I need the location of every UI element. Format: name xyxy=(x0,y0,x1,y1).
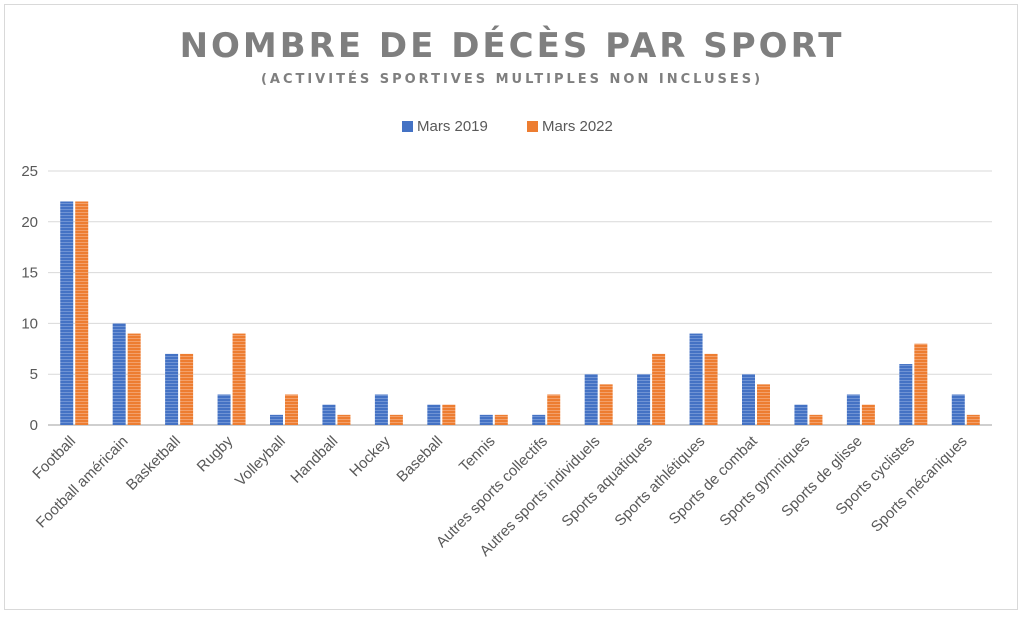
bar-mars-2022 xyxy=(389,414,403,425)
legend-swatch xyxy=(402,121,413,132)
x-tick-label: Basketball xyxy=(123,433,184,494)
x-tick-label: Football américain xyxy=(33,433,132,532)
chart-title: NOMBRE DE DÉCÈS PAR SPORT xyxy=(179,26,845,66)
bar-mars-2019 xyxy=(374,394,388,425)
legend: Mars 2019 Mars 2022 xyxy=(402,118,613,135)
x-tick-label: Sports de combat xyxy=(666,432,762,528)
bar-mars-2019 xyxy=(637,374,651,425)
bar-mars-2022 xyxy=(966,414,980,425)
bar-mars-2019 xyxy=(322,404,336,425)
bar-mars-2019 xyxy=(532,414,546,425)
bar-mars-2022 xyxy=(652,353,666,425)
gridlines xyxy=(48,170,992,426)
bar-mars-2022 xyxy=(861,404,875,425)
y-tick-label: 5 xyxy=(30,366,38,383)
bar-mars-2019 xyxy=(479,414,493,425)
bar-mars-2022 xyxy=(180,353,194,425)
y-tick-label: 0 xyxy=(30,417,38,434)
x-tick-label: Football xyxy=(29,433,79,483)
chart-subtitle: (ACTIVITÉS SPORTIVES MULTIPLES NON INCLU… xyxy=(260,72,764,87)
x-tick-label: Handball xyxy=(287,433,341,487)
bar-mars-2022 xyxy=(547,394,561,425)
x-tick-label: Rugby xyxy=(194,432,237,475)
bar-mars-2019 xyxy=(794,404,808,425)
bar-mars-2019 xyxy=(846,394,860,425)
x-tick-label: Sports athlétiques xyxy=(611,433,708,530)
bar-mars-2022 xyxy=(127,333,141,425)
bar-mars-2022 xyxy=(809,414,823,425)
bar-mars-2022 xyxy=(337,414,351,425)
bar-mars-2019 xyxy=(270,414,283,425)
x-tick-label: Sports aquatiques xyxy=(558,433,656,531)
x-tick-label: Sports gymniques xyxy=(716,433,813,530)
bar-mars-2022 xyxy=(757,384,770,425)
legend-swatch xyxy=(527,121,538,132)
bar-mars-2019 xyxy=(899,364,913,425)
x-tick-label: Tennis xyxy=(456,433,499,476)
chart-frame xyxy=(4,4,1018,610)
bar-mars-2022 xyxy=(494,414,508,425)
x-tick-label: Sports mécaniques xyxy=(868,433,971,536)
bar-mars-2022 xyxy=(599,384,613,425)
bar-mars-2022 xyxy=(914,343,928,425)
bar-mars-2019 xyxy=(427,404,441,425)
x-tick-label: Hockey xyxy=(346,432,394,480)
bar-mars-2019 xyxy=(584,374,598,425)
y-tick-label: 10 xyxy=(21,315,38,332)
bar-mars-2019 xyxy=(165,353,179,425)
bar-mars-2019 xyxy=(689,333,703,425)
bar-mars-2022 xyxy=(442,404,456,425)
bar-mars-2019 xyxy=(217,394,231,425)
bar-mars-2022 xyxy=(285,394,298,425)
legend-label: Mars 2019 xyxy=(417,118,488,135)
bar-mars-2019 xyxy=(951,394,965,425)
x-tick-label: Volleyball xyxy=(232,433,289,490)
bars xyxy=(60,201,980,425)
y-tick-label: 15 xyxy=(21,265,38,282)
y-axis-ticks: 0 5 10 15 20 25 xyxy=(21,163,38,434)
bar-mars-2019 xyxy=(60,201,74,425)
bar-mars-2019 xyxy=(112,323,126,425)
bar-mars-2022 xyxy=(232,333,246,425)
legend-label: Mars 2022 xyxy=(542,118,613,135)
y-tick-label: 25 xyxy=(21,163,38,180)
bar-mars-2019 xyxy=(742,374,755,425)
bar-mars-2022 xyxy=(704,353,718,425)
x-tick-label: Baseball xyxy=(393,433,446,486)
bar-mars-2022 xyxy=(75,201,89,425)
y-tick-label: 20 xyxy=(21,214,38,231)
